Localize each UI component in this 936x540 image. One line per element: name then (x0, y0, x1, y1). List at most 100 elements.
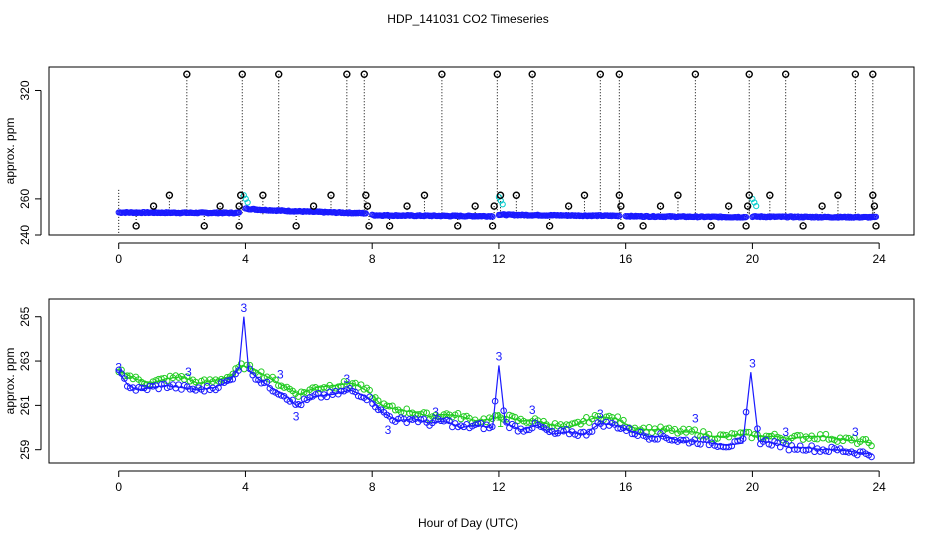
series-point-blue (252, 376, 259, 383)
calibration-point (818, 202, 826, 210)
sample-point (872, 213, 880, 220)
series-point-blue (260, 379, 268, 387)
sample-point (489, 213, 496, 220)
calibration-point (545, 222, 554, 230)
calibration-point (745, 191, 753, 199)
calibration-point (454, 222, 462, 230)
series-point-blue (694, 440, 701, 448)
calibration-point (870, 202, 879, 210)
x-tick-label: 8 (369, 252, 376, 266)
series-point-blue (808, 442, 815, 449)
calibration-point (707, 222, 715, 230)
x-tick-label: 4 (242, 480, 249, 494)
series-point-blue (374, 406, 382, 414)
series-point-green (366, 386, 373, 394)
calibration-point (596, 70, 605, 78)
data-label-3: 3 (343, 372, 350, 386)
series-point-blue (699, 436, 707, 443)
calibration-point (132, 222, 140, 230)
series-point-blue (480, 425, 488, 433)
series-point-green (491, 412, 499, 419)
series-point-blue (742, 408, 750, 416)
calibration-point (259, 191, 267, 199)
series-point-blue (680, 436, 687, 444)
series-point-green (337, 382, 345, 390)
x-tick-label: 24 (872, 252, 886, 266)
y-tick-label: 263 (18, 351, 32, 371)
series-point-blue (506, 424, 513, 432)
series-point-blue (297, 401, 305, 409)
data-label-3: 3 (432, 405, 439, 419)
series-point-blue (868, 453, 875, 461)
series-point-blue (163, 384, 171, 392)
calibration-point (691, 70, 700, 78)
calibration-point (615, 191, 624, 199)
x-tick-label: 0 (115, 252, 122, 266)
series-point-blue (215, 384, 222, 392)
series-point-blue (617, 425, 624, 432)
data-label-3: 3 (529, 403, 536, 417)
calibration-point (235, 202, 243, 210)
calibration-point (512, 191, 521, 199)
series-point-blue (725, 443, 733, 451)
data-label-3: 3 (496, 350, 503, 364)
series-point-green (423, 409, 430, 417)
calibration-point (309, 202, 318, 210)
calibration-point (617, 222, 625, 230)
y-tick-label: 261 (18, 395, 32, 415)
data-label-3: 3 (597, 407, 604, 421)
series-point-blue (337, 387, 345, 395)
series-point-blue (138, 384, 145, 392)
series-point-blue (585, 428, 593, 436)
sample-spike-point (753, 202, 760, 210)
calibration-point (363, 202, 372, 210)
series-point-blue (229, 375, 237, 383)
sample-point (742, 214, 750, 221)
series-point-green (386, 402, 393, 410)
series-point-blue (640, 432, 647, 439)
calibration-point (216, 202, 224, 210)
series-point-blue (226, 376, 234, 384)
series-point-blue (235, 367, 242, 374)
calibration-point (493, 70, 502, 78)
calibration-point (200, 222, 208, 230)
calibration-point (872, 222, 880, 230)
series-point-blue (511, 422, 519, 430)
calibration-point (742, 222, 750, 230)
series-point-blue (702, 436, 710, 443)
series-point-blue (126, 384, 134, 392)
series-point-blue (856, 448, 864, 455)
calibration-point (496, 191, 505, 199)
series-point-green (705, 430, 713, 438)
plot-frame (48, 298, 915, 464)
sample-spike-point (499, 201, 506, 208)
series-point-blue (697, 440, 704, 448)
series-point-blue (409, 416, 416, 423)
data-label-3: 3 (293, 409, 300, 423)
series-point-blue (263, 378, 271, 386)
x-tick-label: 20 (746, 480, 760, 494)
calibration-point (617, 202, 625, 210)
calibration-point (799, 222, 807, 230)
calibration-point (360, 70, 368, 78)
series-point-green (257, 368, 265, 375)
series-point-blue (277, 392, 285, 399)
series-point-green (118, 366, 125, 374)
series-point-blue (523, 426, 530, 434)
series-point-blue (289, 396, 296, 404)
calibration-point (490, 202, 498, 210)
series-point-green (506, 411, 513, 419)
series-point-blue (822, 447, 830, 455)
calibration-point (639, 222, 647, 230)
series-point-blue (528, 424, 536, 432)
series-point-green (568, 420, 576, 427)
y-tick-label: 260 (18, 189, 32, 209)
series-point-blue (246, 365, 254, 373)
calibration-point (385, 222, 394, 230)
y-tick-label: 240 (18, 225, 32, 245)
series-point-green (183, 373, 191, 380)
x-axis-label: Hour of Day (UTC) (418, 516, 518, 530)
series-point-green (657, 423, 664, 431)
series-point-green (272, 376, 279, 384)
